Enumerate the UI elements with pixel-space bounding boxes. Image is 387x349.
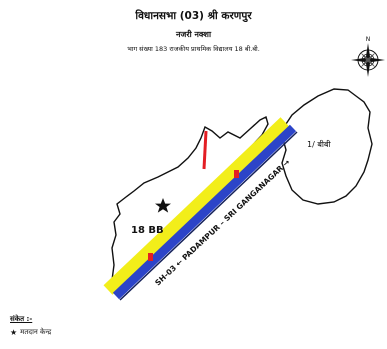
compass-north-label: N: [366, 36, 371, 43]
polling-station-star-icon: [155, 198, 171, 213]
compass-rose-icon: N: [351, 36, 385, 77]
road-yellow-band: [103, 117, 290, 295]
road-blue-band: [112, 124, 297, 300]
road-sh03: [103, 117, 298, 301]
star-icon: ★: [10, 328, 18, 337]
legend: संकेत :- ★ मतदान केन्द्र: [10, 315, 51, 337]
legend-heading: संकेत :-: [10, 315, 33, 323]
map-caption: भाग संख्या 183 राजकीय प्राथमिक विद्यालय …: [127, 45, 260, 53]
red-marker: [148, 253, 153, 261]
village-label: 18 BB: [131, 225, 164, 236]
red-marker-line: [202, 130, 208, 170]
neighbor-boundary: [281, 88, 373, 205]
red-marker: [234, 170, 239, 178]
road-edge-line: [119, 131, 298, 301]
map-title: विधानसभा (03) श्री करणपुर: [135, 10, 252, 22]
map-subtitle: नजरी नक्शा: [175, 30, 212, 39]
legend-item-label: मतदान केन्द्र: [20, 328, 52, 336]
legend-item: ★ मतदान केन्द्र: [10, 328, 51, 337]
neighbor-label: 1/ बीबी: [307, 139, 332, 149]
